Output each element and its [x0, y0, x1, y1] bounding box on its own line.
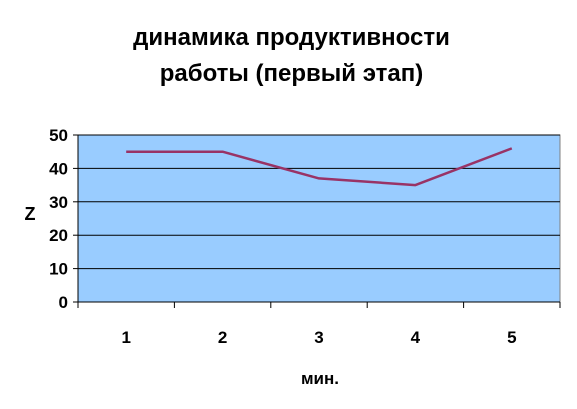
y-tick-label: 40: [49, 159, 68, 178]
y-tick-label: 10: [49, 260, 68, 279]
grid-lines: [78, 134, 560, 270]
x-axis-label: мин.: [301, 369, 339, 388]
chart-title-line-1: динамика продуктивности: [133, 24, 450, 51]
y-tick-label: 20: [49, 226, 68, 245]
chart-title-line-2: работы (первый этап): [159, 60, 424, 87]
plot-area: [77, 134, 561, 303]
y-axis-label: Z: [25, 204, 36, 224]
x-tick-label: 4: [411, 328, 421, 347]
y-tick-label: 0: [59, 293, 68, 312]
x-tick-label: 3: [314, 328, 323, 347]
x-tick-label: 5: [507, 328, 516, 347]
x-tick-label: 1: [121, 328, 130, 347]
series-layer: [126, 147, 513, 187]
x-tick-label: 2: [218, 328, 227, 347]
y-tick-label: 50: [49, 126, 68, 145]
y-axis-ticks: 0 10 20 30 40 50: [49, 126, 79, 312]
x-axis-ticks: 1 2 3 4 5: [77, 301, 561, 347]
y-tick-label: 30: [49, 193, 68, 212]
